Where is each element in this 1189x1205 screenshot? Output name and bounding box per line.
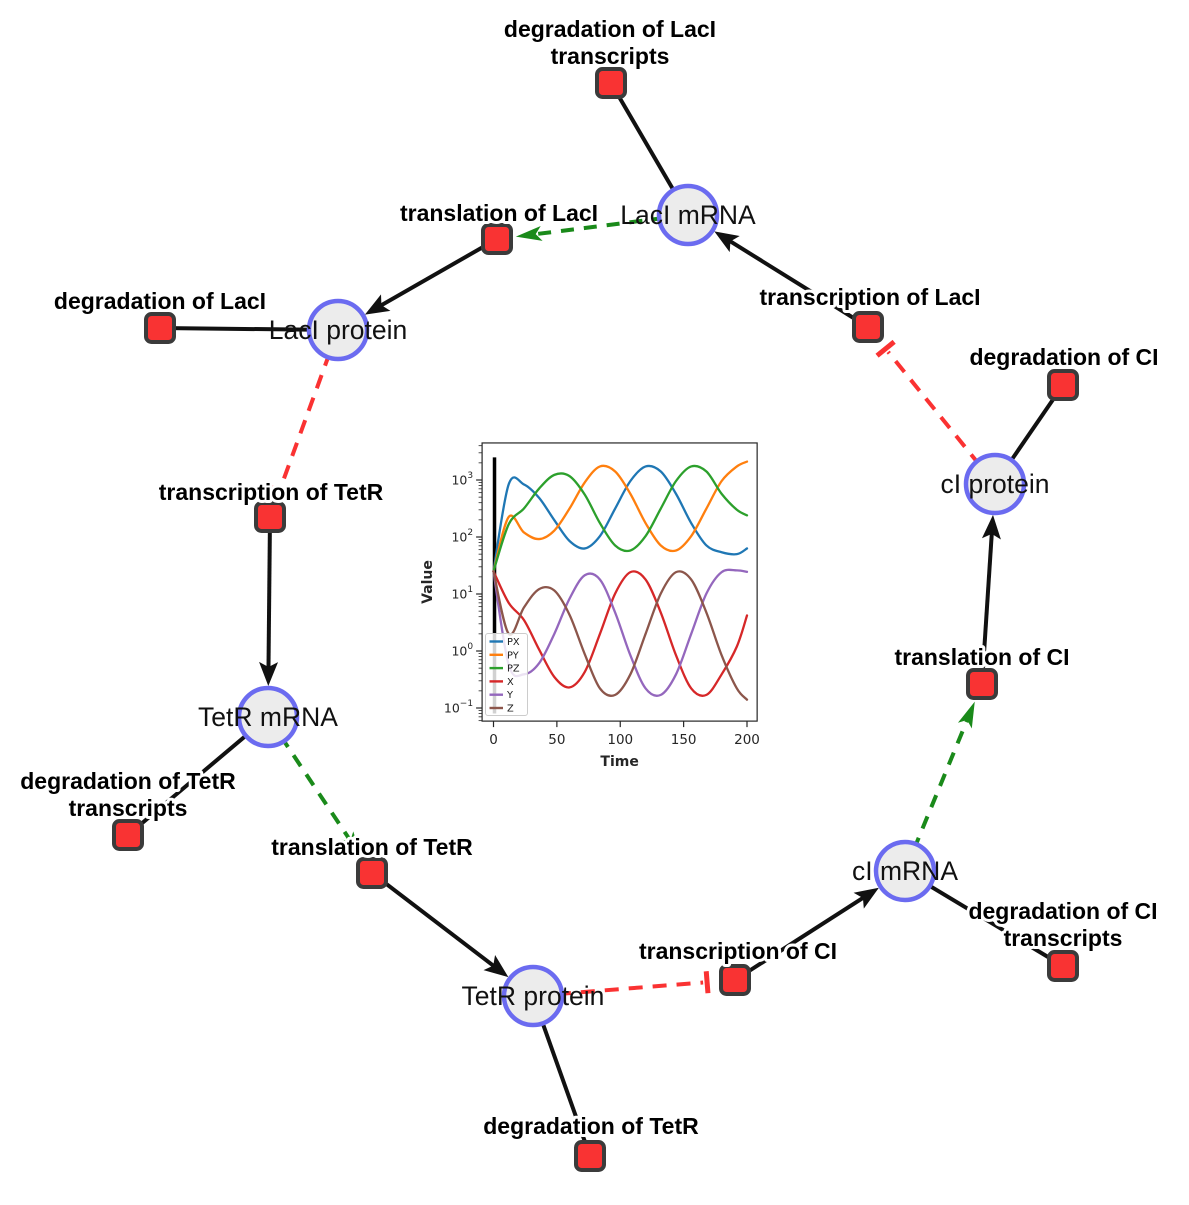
species-label-tetr_mrna: TetR mRNA xyxy=(198,702,338,732)
species-label-laci_mrna: LacI mRNA xyxy=(620,200,756,230)
labels-layer: degradation of LacItranscriptstranslatio… xyxy=(17,13,1161,1142)
x-axis-label: Time xyxy=(600,754,638,770)
x-tick-label: 150 xyxy=(671,732,697,748)
product-arrowhead-icon xyxy=(714,231,740,253)
reaction-node-transc_laci[interactable] xyxy=(852,311,884,343)
reaction-label-deg_laci_tr: degradation of LacI xyxy=(504,16,716,42)
product-arrowhead-icon xyxy=(853,887,879,909)
species-label-tetr_protein: TetR protein xyxy=(462,981,605,1011)
edge-product xyxy=(726,238,870,329)
reaction-label-deg_tetr_tr: degradation of TetR xyxy=(20,768,236,794)
legend: PX PY PZ XYZ xyxy=(485,633,528,716)
series-line-PZ xyxy=(492,464,749,573)
reaction-node-deg_tetr[interactable] xyxy=(574,1140,606,1172)
series-line-Y xyxy=(492,568,749,697)
edge-product xyxy=(733,894,867,982)
reaction-node-deg_ci_tr[interactable] xyxy=(1047,950,1079,982)
legend-label-Z: Z xyxy=(507,704,514,715)
reaction-label-transl_tetr: translation of TetR xyxy=(271,834,473,860)
reaction-node-transc_ci[interactable] xyxy=(719,964,751,996)
reaction-node-deg_tetr_tr[interactable] xyxy=(112,819,144,851)
modifier-arrowhead-icon xyxy=(957,701,975,729)
legend-label-X: X xyxy=(507,677,514,688)
species-label-ci_protein: cI protein xyxy=(940,469,1049,499)
edge-product xyxy=(980,530,994,685)
edge-product xyxy=(370,871,497,970)
y-tick-label: 103 xyxy=(451,471,473,488)
reaction-label-transc_ci: transcription of CI xyxy=(639,938,837,964)
reaction-node-transl_tetr[interactable] xyxy=(356,857,388,889)
product-arrowhead-icon xyxy=(259,661,279,687)
species-node-ci_mrna[interactable] xyxy=(873,839,937,903)
y-tick-label: 101 xyxy=(451,585,473,602)
legend-label-PX: PX xyxy=(507,637,520,648)
reaction-node-transl_ci[interactable] xyxy=(966,668,998,700)
legend-label-PY: PY xyxy=(507,650,519,661)
reaction-label-deg_ci_tr: transcripts xyxy=(1004,925,1123,951)
product-arrowhead-icon xyxy=(483,955,509,978)
reaction-label-deg_laci_tr: transcripts xyxy=(551,43,670,69)
inhibitor-tee-icon xyxy=(875,339,896,358)
reaction-label-deg_ci: degradation of CI xyxy=(969,344,1158,370)
inhibitor-tee-icon xyxy=(703,971,711,994)
reaction-label-transl_laci: translation of LacI xyxy=(400,200,598,226)
y-tick-label: 102 xyxy=(451,528,473,545)
inhibitor-tee-icon xyxy=(268,484,291,497)
nodes-layer xyxy=(112,67,1079,1172)
series-line-PY xyxy=(492,460,749,573)
product-arrowhead-icon xyxy=(364,294,391,315)
edge-product xyxy=(266,516,272,671)
x-tick-label: 200 xyxy=(734,732,760,748)
species-node-tetr_mrna[interactable] xyxy=(236,685,300,749)
species-node-laci_protein[interactable] xyxy=(306,298,370,362)
x-tick-label: 0 xyxy=(489,732,498,748)
reaction-label-deg_laci: degradation of LacI xyxy=(54,288,266,314)
y-tick-label: 100 xyxy=(451,642,473,659)
reaction-label-transc_tetr: transcription of TetR xyxy=(159,479,384,505)
reaction-label-transl_ci: translation of CI xyxy=(894,644,1069,670)
series-line-X xyxy=(492,570,749,697)
reaction-label-deg_tetr: degradation of TetR xyxy=(483,1113,699,1139)
species-label-ci_mrna: cI mRNA xyxy=(852,856,958,886)
reaction-label-deg_ci_tr: degradation of CI xyxy=(968,898,1157,924)
reaction-label-transc_laci: transcription of LacI xyxy=(759,284,980,310)
x-tick-label: 50 xyxy=(548,732,565,748)
y-tick-label: 10−1 xyxy=(444,699,473,716)
species-node-ci_protein[interactable] xyxy=(963,452,1027,516)
legend-label-Y: Y xyxy=(506,690,513,701)
reaction-node-deg_laci_tr[interactable] xyxy=(595,67,627,99)
series-line-Z xyxy=(492,570,749,701)
reaction-label-deg_tetr_tr: transcripts xyxy=(69,795,188,821)
modifier-arrowhead-icon xyxy=(515,225,543,241)
reaction-node-deg_ci[interactable] xyxy=(1047,369,1079,401)
reaction-node-deg_laci[interactable] xyxy=(144,312,176,344)
reaction-node-transc_tetr[interactable] xyxy=(254,501,286,533)
legend-label-PZ: PZ xyxy=(507,664,520,675)
species-node-tetr_protein[interactable] xyxy=(501,964,565,1028)
modifier-arrowhead-icon xyxy=(340,831,362,858)
species-node-laci_mrna[interactable] xyxy=(656,183,720,247)
y-axis-label: Value xyxy=(420,560,436,604)
x-tick-label: 100 xyxy=(607,732,633,748)
reaction-node-transl_laci[interactable] xyxy=(481,223,513,255)
product-arrowhead-icon xyxy=(981,514,1001,540)
species-label-laci_protein: LacI protein xyxy=(269,315,407,345)
edge-product xyxy=(377,237,498,309)
